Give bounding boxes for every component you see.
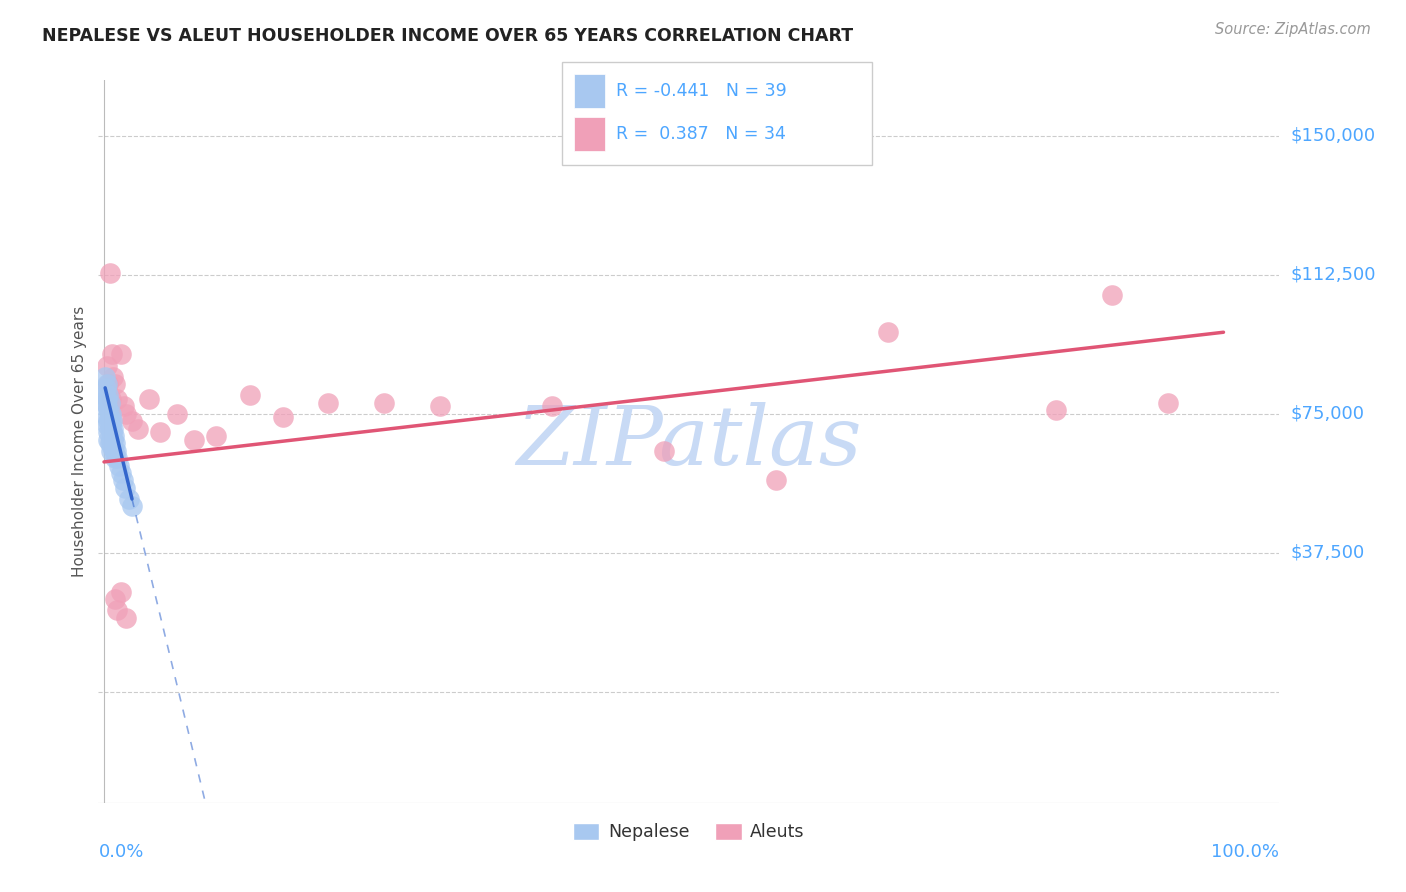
Point xyxy=(104,451,127,466)
Point xyxy=(121,500,143,514)
Text: $75,000: $75,000 xyxy=(1291,405,1365,423)
Point xyxy=(96,410,118,425)
Text: 0.0%: 0.0% xyxy=(98,843,143,861)
Point xyxy=(1156,395,1178,409)
Point xyxy=(316,395,339,409)
Point xyxy=(540,400,562,414)
Text: ZIPatlas: ZIPatlas xyxy=(516,401,862,482)
Point xyxy=(98,395,121,409)
Point xyxy=(117,491,139,506)
Point xyxy=(104,592,127,607)
Point xyxy=(112,400,135,414)
Y-axis label: Householder Income Over 65 years: Householder Income Over 65 years xyxy=(72,306,87,577)
Legend: Nepalese, Aleuts: Nepalese, Aleuts xyxy=(567,815,811,848)
Point xyxy=(1101,288,1123,302)
Point xyxy=(1045,403,1067,417)
Point xyxy=(97,388,120,402)
Point xyxy=(107,392,129,406)
Point xyxy=(876,325,898,339)
Point xyxy=(104,377,127,392)
Point xyxy=(101,425,124,440)
Point xyxy=(100,392,122,406)
Text: $37,500: $37,500 xyxy=(1291,544,1365,562)
Point xyxy=(149,425,172,440)
Text: NEPALESE VS ALEUT HOUSEHOLDER INCOME OVER 65 YEARS CORRELATION CHART: NEPALESE VS ALEUT HOUSEHOLDER INCOME OVE… xyxy=(42,27,853,45)
Point xyxy=(107,451,129,466)
Text: Source: ZipAtlas.com: Source: ZipAtlas.com xyxy=(1215,22,1371,37)
Point xyxy=(97,425,120,440)
Point xyxy=(100,407,122,421)
Text: $112,500: $112,500 xyxy=(1291,266,1376,284)
Point xyxy=(97,414,120,428)
Text: $150,000: $150,000 xyxy=(1291,127,1375,145)
Point xyxy=(97,377,120,392)
Point xyxy=(107,458,129,473)
Point xyxy=(183,433,205,447)
Point xyxy=(115,407,138,421)
Point xyxy=(97,433,120,447)
Point xyxy=(101,440,124,454)
Point xyxy=(104,436,127,450)
Point xyxy=(765,474,787,488)
Point xyxy=(138,392,160,406)
Point xyxy=(112,474,135,488)
Point xyxy=(96,377,118,392)
Point xyxy=(96,381,118,395)
Point xyxy=(94,369,117,384)
Point xyxy=(100,443,122,458)
Point xyxy=(97,403,120,417)
Point xyxy=(98,410,121,425)
Point xyxy=(429,400,451,414)
Point xyxy=(96,417,118,432)
Point xyxy=(96,395,118,409)
Point xyxy=(238,388,260,402)
Point xyxy=(100,417,122,432)
Point xyxy=(110,347,132,361)
Point xyxy=(205,429,228,443)
Point xyxy=(101,421,124,435)
Point xyxy=(115,610,138,624)
Point xyxy=(107,603,129,617)
Point xyxy=(166,407,188,421)
Point xyxy=(110,584,132,599)
Point xyxy=(103,429,125,443)
Point xyxy=(101,414,124,428)
Point xyxy=(110,466,132,480)
Point xyxy=(96,359,118,373)
Point xyxy=(271,410,294,425)
Point xyxy=(652,443,675,458)
Point xyxy=(127,421,149,435)
Point xyxy=(98,266,121,280)
Point xyxy=(105,443,128,458)
Point xyxy=(101,347,124,361)
Text: R = -0.441   N = 39: R = -0.441 N = 39 xyxy=(616,82,786,100)
Point xyxy=(101,433,124,447)
Point xyxy=(114,481,136,495)
Point xyxy=(101,369,124,384)
Point xyxy=(373,395,395,409)
Point xyxy=(121,414,143,428)
Point xyxy=(100,433,122,447)
Text: 100.0%: 100.0% xyxy=(1212,843,1279,861)
Point xyxy=(94,388,117,402)
Text: R =  0.387   N = 34: R = 0.387 N = 34 xyxy=(616,125,786,143)
Point xyxy=(96,400,118,414)
Point xyxy=(96,392,118,406)
Point xyxy=(98,436,121,450)
Point xyxy=(103,443,125,458)
Point xyxy=(98,421,121,435)
